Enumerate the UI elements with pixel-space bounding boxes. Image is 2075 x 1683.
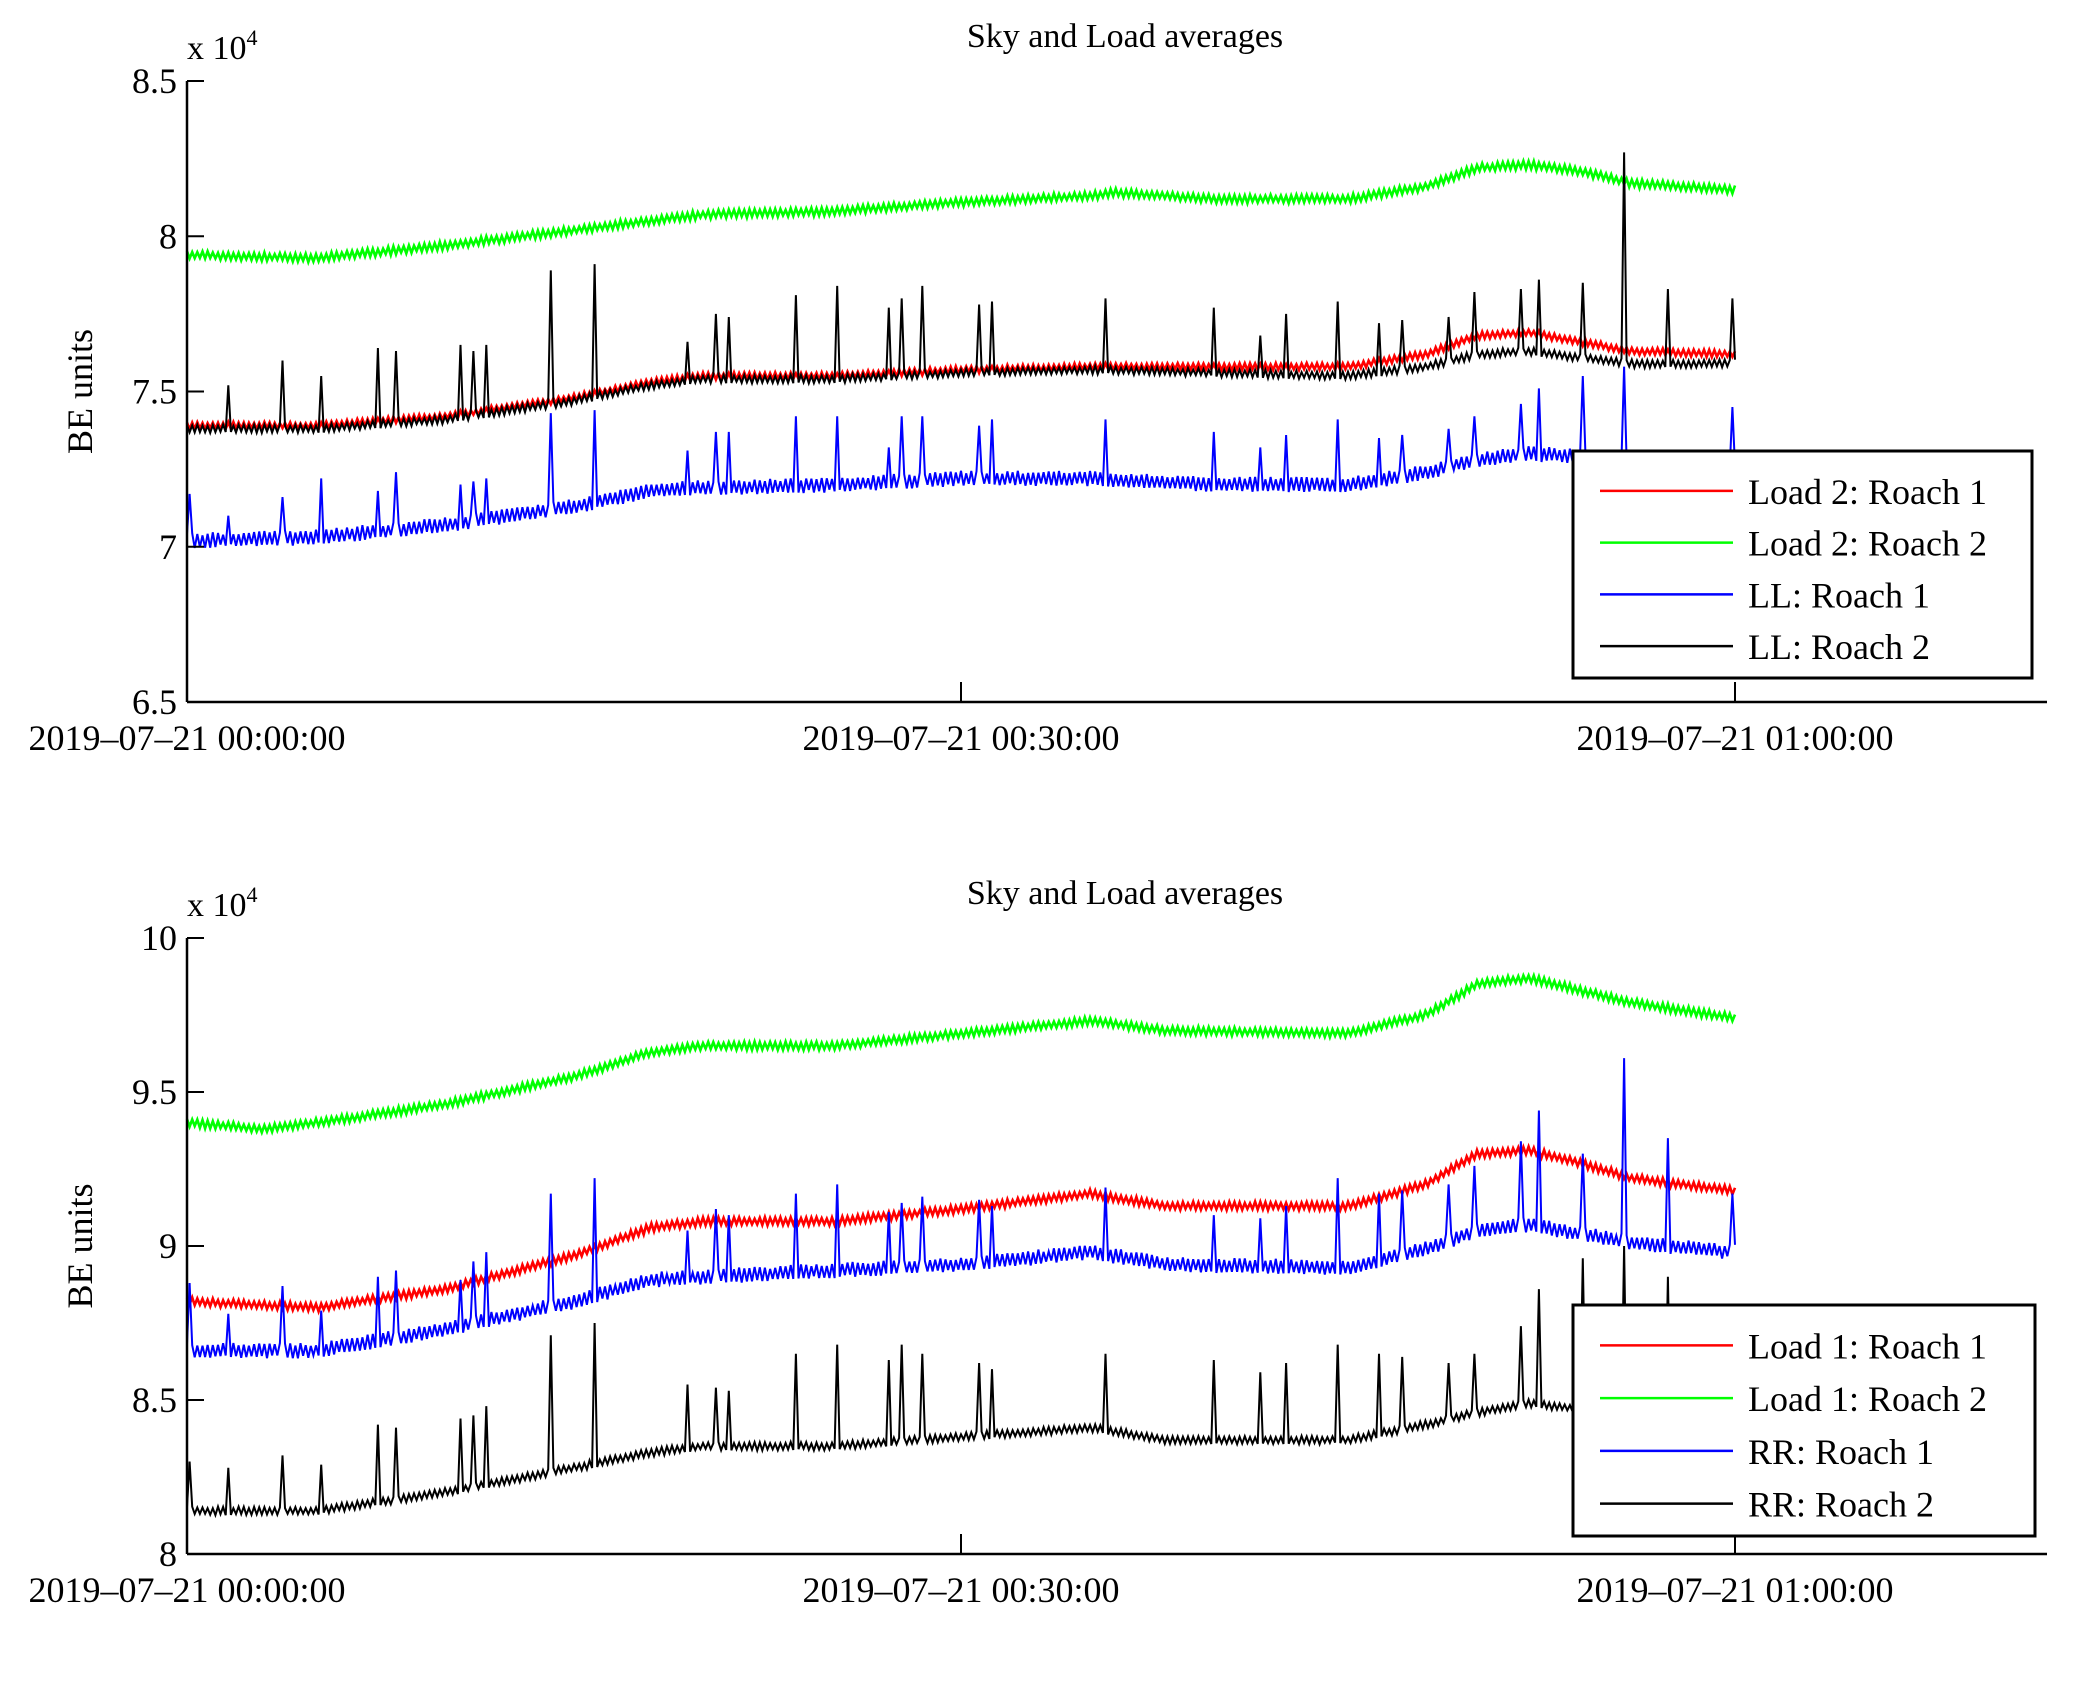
- legend-box: [1571, 1303, 2037, 1538]
- legend-item: RR: Roach 1: [1600, 1432, 1934, 1472]
- x-ticks: 2019–07–21 00:00:00 2019–07–21 00:30:00 20…: [28, 682, 1894, 758]
- series-line-load-2-roach-1: [185, 326, 1737, 434]
- y-ticks: 8 8.5 9 9.5 10: [132, 918, 204, 1574]
- y-axis-label: BE units: [60, 329, 100, 454]
- chart-title: Sky and Load averages: [967, 18, 1283, 55]
- legend-label: Load 2: Roach 1: [1748, 472, 1987, 512]
- y-multiplier-label: x 104: [187, 25, 258, 67]
- legend: Load 1: Roach 1 Load 1: Roach 2 RR: Roach …: [1571, 1303, 2037, 1538]
- y-multiplier-exponent: 4: [247, 25, 258, 50]
- legend-item: LL: Roach 2: [1600, 627, 1930, 667]
- legend-label: Load 1: Roach 2: [1748, 1379, 1987, 1419]
- y-tick-label: 7: [159, 527, 177, 567]
- legend-label: RR: Roach 1: [1748, 1432, 1934, 1472]
- x-tick-label: 2019–07–21 00:30:00: [802, 718, 1119, 758]
- series-line-ll-roach-2: [186, 152, 1736, 437]
- y-tick-label: 9.5: [132, 1072, 177, 1112]
- legend-label: LL: Roach 1: [1748, 575, 1930, 615]
- x-tick-label: 2019–07–21 01:00:00: [1576, 1570, 1893, 1610]
- y-multiplier-base: x 10: [187, 887, 247, 924]
- series-line-rr-roach-1: [186, 1058, 1736, 1360]
- legend-label: Load 2: Roach 2: [1748, 524, 1987, 564]
- x-ticks: 2019–07–21 00:00:00 2019–07–21 00:30:00 20…: [28, 1534, 1894, 1610]
- legend-item: RR: Roach 2: [1600, 1485, 1934, 1525]
- series-layer: [185, 152, 1737, 549]
- legend-item: Load 2: Roach 2: [1600, 524, 1987, 564]
- series-line-rr-roach-2: [186, 1245, 1736, 1519]
- y-tick-label: 8.5: [132, 1380, 177, 1420]
- legend-item: Load 1: Roach 1: [1600, 1326, 1987, 1366]
- y-multiplier-base: x 10: [187, 30, 247, 67]
- y-tick-label: 8: [159, 216, 177, 256]
- y-tick-label: 6.5: [132, 682, 177, 722]
- legend-label: Load 1: Roach 1: [1748, 1326, 1987, 1366]
- y-tick-label: 7.5: [132, 372, 177, 412]
- chart-title: Sky and Load averages: [967, 875, 1283, 912]
- chart-panel-bottom: Sky and Load averages x 104 BE units 8 8.…: [28, 875, 2047, 1610]
- legend-label: RR: Roach 2: [1748, 1485, 1934, 1525]
- y-tick-label: 8.5: [132, 61, 177, 101]
- y-multiplier-label: x 104: [187, 882, 258, 924]
- x-tick-label: 2019–07–21 01:00:00: [1576, 718, 1893, 758]
- y-axis-label: BE units: [60, 1183, 100, 1308]
- series-layer: [185, 971, 1737, 1519]
- x-tick-label: 2019–07–21 00:30:00: [802, 1570, 1119, 1610]
- y-ticks: 6.5 7 7.5 8 8.5: [132, 61, 204, 722]
- legend-item: Load 1: Roach 2: [1600, 1379, 1987, 1419]
- series-line-ll-roach-1: [186, 366, 1736, 549]
- series-line-load-1-roach-1: [185, 1142, 1737, 1316]
- legend-item: Load 2: Roach 1: [1600, 472, 1987, 512]
- legend: Load 2: Roach 1 Load 2: Roach 2 LL: Roach …: [1571, 449, 2034, 680]
- y-multiplier-exponent: 4: [247, 882, 258, 907]
- y-tick-label: 9: [159, 1226, 177, 1266]
- legend-item: LL: Roach 1: [1600, 575, 1930, 615]
- x-tick-label: 2019–07–21 00:00:00: [28, 1570, 345, 1610]
- legend-label: LL: Roach 2: [1748, 627, 1930, 667]
- x-tick-label: 2019–07–21 00:00:00: [28, 718, 345, 758]
- chart-panel-top: Sky and Load averages x 104 BE units 6.5…: [28, 18, 2047, 758]
- y-tick-label: 10: [141, 918, 177, 958]
- series-line-load-1-roach-2: [185, 971, 1737, 1137]
- legend-box: [1571, 449, 2034, 680]
- y-tick-label: 8: [159, 1534, 177, 1574]
- series-line-load-2-roach-2: [185, 156, 1737, 267]
